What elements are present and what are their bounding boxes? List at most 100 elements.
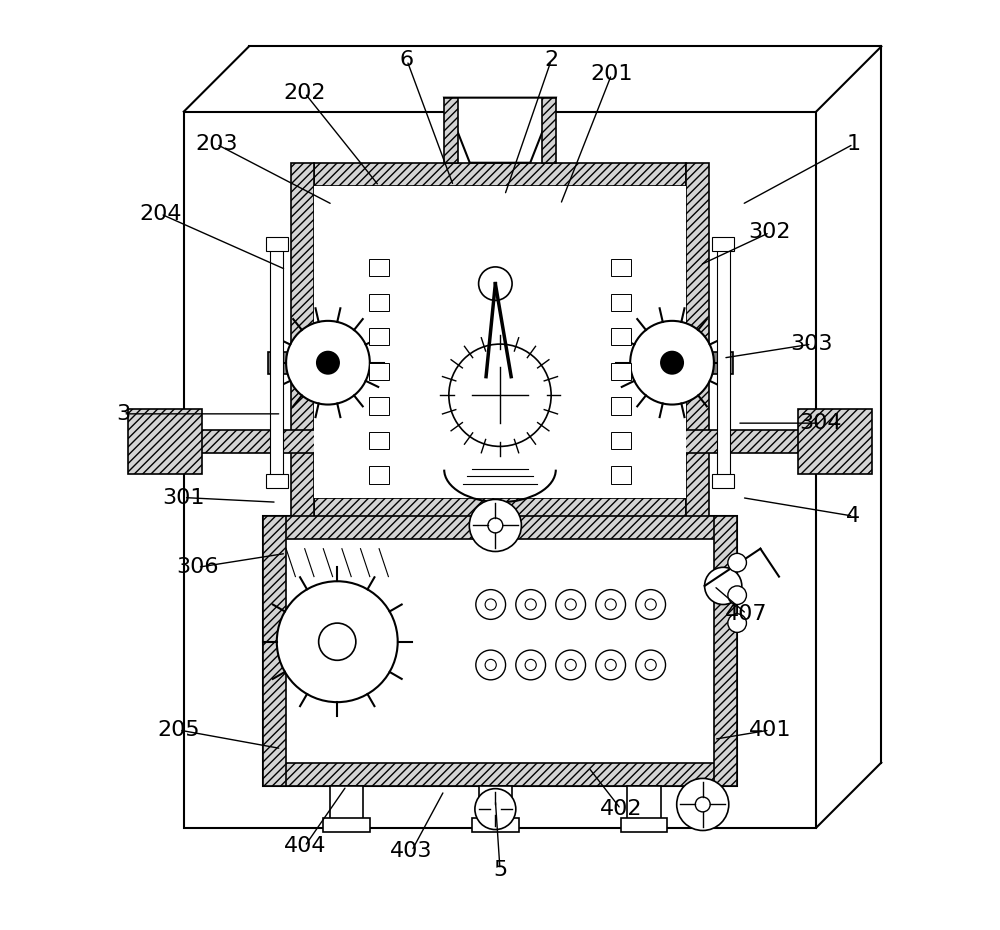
Text: 203: 203 xyxy=(195,134,238,154)
Bar xyxy=(611,466,631,484)
Circle shape xyxy=(449,344,551,446)
Text: 205: 205 xyxy=(158,720,200,740)
Circle shape xyxy=(605,659,616,671)
Circle shape xyxy=(485,599,496,610)
Bar xyxy=(263,763,737,786)
Bar xyxy=(444,98,458,163)
Circle shape xyxy=(488,518,503,533)
Text: 304: 304 xyxy=(800,413,842,433)
Circle shape xyxy=(728,553,746,572)
Bar xyxy=(270,242,283,484)
Text: 403: 403 xyxy=(390,841,433,861)
Text: 306: 306 xyxy=(176,557,219,578)
Bar xyxy=(323,818,370,832)
Circle shape xyxy=(286,321,370,405)
Text: 6: 6 xyxy=(400,50,414,71)
Circle shape xyxy=(516,650,546,680)
Bar xyxy=(621,818,667,832)
Circle shape xyxy=(469,499,521,551)
Circle shape xyxy=(728,614,746,632)
Circle shape xyxy=(695,797,710,812)
Circle shape xyxy=(565,659,576,671)
Bar xyxy=(291,163,314,521)
Circle shape xyxy=(630,321,714,405)
Text: 302: 302 xyxy=(748,222,791,243)
Bar xyxy=(798,409,872,474)
Circle shape xyxy=(636,590,666,619)
Text: 303: 303 xyxy=(790,334,833,354)
Bar xyxy=(712,474,734,488)
Text: 2: 2 xyxy=(544,50,558,71)
Circle shape xyxy=(525,599,536,610)
Bar xyxy=(268,352,388,374)
Text: 201: 201 xyxy=(590,64,633,85)
Bar xyxy=(472,818,519,832)
Circle shape xyxy=(475,789,516,830)
Circle shape xyxy=(645,599,656,610)
Text: 401: 401 xyxy=(748,720,791,740)
Bar xyxy=(314,186,686,498)
Circle shape xyxy=(277,581,398,702)
Circle shape xyxy=(556,650,586,680)
Bar xyxy=(714,516,737,786)
Circle shape xyxy=(605,599,616,610)
Bar xyxy=(330,786,363,823)
Bar xyxy=(184,430,816,453)
Bar xyxy=(611,397,631,415)
Text: 402: 402 xyxy=(600,799,642,819)
Circle shape xyxy=(476,590,506,619)
Bar xyxy=(369,294,389,311)
Bar xyxy=(717,242,730,484)
Bar xyxy=(686,163,709,521)
Bar xyxy=(542,98,556,163)
Circle shape xyxy=(677,778,729,830)
Bar xyxy=(369,259,389,276)
Bar xyxy=(314,498,686,521)
Bar xyxy=(263,516,737,539)
Circle shape xyxy=(556,590,586,619)
Text: 407: 407 xyxy=(725,604,768,624)
Circle shape xyxy=(705,567,742,604)
Bar xyxy=(611,259,631,276)
Text: 404: 404 xyxy=(283,836,326,857)
Circle shape xyxy=(476,650,506,680)
Bar xyxy=(479,786,512,823)
Circle shape xyxy=(596,590,626,619)
Text: 301: 301 xyxy=(163,487,205,508)
Text: 204: 204 xyxy=(139,204,182,224)
Bar xyxy=(369,328,389,345)
Polygon shape xyxy=(444,98,556,163)
Bar xyxy=(184,112,816,828)
Bar xyxy=(263,516,286,786)
Bar xyxy=(369,466,389,484)
Bar xyxy=(369,397,389,415)
Circle shape xyxy=(661,352,683,374)
Circle shape xyxy=(645,659,656,671)
Circle shape xyxy=(485,659,496,671)
Circle shape xyxy=(479,267,512,300)
Text: 3: 3 xyxy=(116,404,130,424)
Bar xyxy=(314,163,686,186)
Text: 4: 4 xyxy=(846,506,860,526)
Bar xyxy=(611,363,631,380)
Bar xyxy=(611,328,631,345)
Bar xyxy=(266,474,288,488)
Bar xyxy=(612,352,732,374)
Circle shape xyxy=(317,352,339,374)
Bar xyxy=(266,237,288,251)
Circle shape xyxy=(596,650,626,680)
Bar xyxy=(611,432,631,449)
Text: 202: 202 xyxy=(283,83,326,103)
Bar xyxy=(627,786,661,823)
Circle shape xyxy=(525,659,536,671)
Circle shape xyxy=(636,650,666,680)
Bar xyxy=(263,516,737,786)
Bar xyxy=(712,237,734,251)
Circle shape xyxy=(565,599,576,610)
Circle shape xyxy=(319,623,356,660)
Bar xyxy=(128,409,202,474)
Circle shape xyxy=(728,586,746,604)
Text: 1: 1 xyxy=(846,134,860,154)
Bar xyxy=(369,363,389,380)
Bar xyxy=(369,432,389,449)
